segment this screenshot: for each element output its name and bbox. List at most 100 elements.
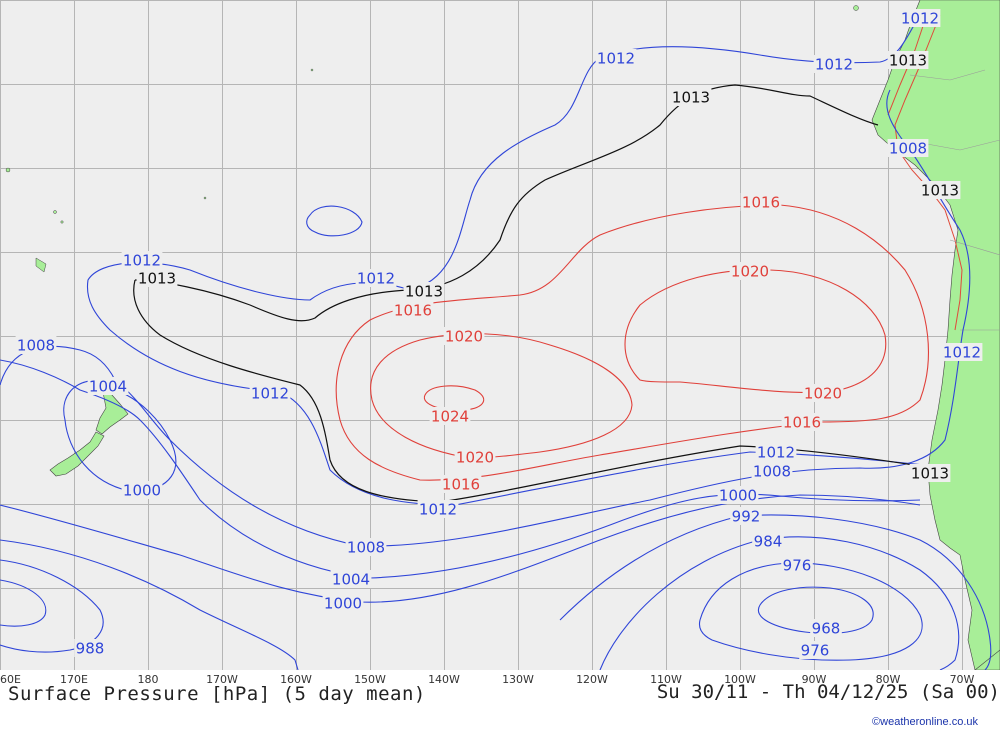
isobar-label-background [345,538,387,556]
isobar-label-low: 1012 [943,344,981,362]
isobar-label-low: 1008 [17,337,55,355]
isobar-label-low: 1008 [889,140,927,158]
lat-lon-grid [0,0,1000,671]
isobar-label-background [813,55,855,73]
isobar-label-ref: 1013 [405,283,443,301]
isobar-label-background [755,443,797,461]
isobar-label-background [909,464,951,482]
isobar-label-background [403,282,445,300]
date-range: Su 30/11 - Th 04/12/25 (Sa 00) [656,681,1000,703]
isobar-label-low: 1008 [347,539,385,557]
isobar-label-low: 1012 [419,501,457,519]
isobars-black [133,84,921,503]
isobar-label-background [429,407,471,425]
isobar-label-background [717,486,759,504]
isobar-label-background [74,639,106,657]
isobar-label-background [751,462,793,480]
isobar-label-high: 1020 [804,385,842,403]
isobar-label-low: 1008 [753,463,791,481]
isobar-label-ref: 1013 [889,52,927,70]
isobar-label-background [729,262,771,280]
isobar-label-background [810,619,842,637]
isobar-label-high: 1020 [731,263,769,281]
isobar-label-low: 988 [76,640,105,658]
longitude-tick: 70W [950,673,975,686]
isobar-label-background [15,336,57,354]
isobar-label-background [887,139,929,157]
isobar-label-background [121,481,163,499]
longitude-tick: 80W [876,673,901,686]
isobar-label-background [595,49,637,67]
isobar-label-ref: 1013 [672,89,710,107]
isobar-label-background [322,594,364,612]
isobar-label-low: 976 [783,557,812,575]
longitude-tick: 60E [0,673,21,686]
isobar-label-background [781,413,823,431]
isobar-label-low: 992 [732,508,761,526]
isobar-label-background [454,448,496,466]
isobar-label-background [443,327,485,345]
isobar-label-low: 1012 [757,444,795,462]
isobar-label-background [392,301,434,319]
isobar-label-background [417,500,459,518]
isobar-label-background [355,269,397,287]
isobar-label-background [802,384,844,402]
longitude-tick: 90W [802,673,827,686]
isobar-label-background [919,181,961,199]
isobar-label-high: 1020 [445,328,483,346]
isobar-label-background [887,51,929,69]
isobar-label-background [87,377,129,395]
credit-link[interactable]: ©weatheronline.co.uk [872,716,978,728]
isobar-label-low: 1012 [815,56,853,74]
longitude-tick: 180 [138,673,159,686]
isobar-label-low: 1012 [123,252,161,270]
isobar-label-high: 1016 [442,476,480,494]
longitude-tick: 110W [650,673,682,686]
isobar-label-low: 1012 [597,50,635,68]
isobar-label-low: 1004 [89,378,127,396]
longitude-tick: 140W [428,673,460,686]
isobar-label-high: 1020 [456,449,494,467]
isobar-label-background [781,556,813,574]
isobar-label-low: 976 [801,642,830,660]
isobar-label-background [670,88,712,106]
isobar-label-background [136,269,178,287]
longitude-tick: 130W [502,673,534,686]
isobar-label-background [249,384,291,402]
longitude-tick: 150W [354,673,386,686]
isobar-label-ref: 1013 [138,270,176,288]
isobar-label-background [740,193,782,211]
isobar-label-ref: 1013 [911,465,949,483]
isobar-label-ref: 1013 [921,182,959,200]
isobar-label-background [730,507,762,525]
isobar-label-low: 1012 [357,270,395,288]
isobar-label-background [121,251,163,269]
isobar-label-background [330,570,372,588]
isobar-label-high: 1016 [783,414,821,432]
isobar-label-high: 1024 [431,408,469,426]
isobar-label-high: 1016 [742,194,780,212]
isobar-label-background [899,9,941,27]
isobar-label-low: 1012 [901,10,939,28]
isobar-label-low: 968 [812,620,841,638]
isobar-label-high: 1016 [394,302,432,320]
isobar-label-background [941,343,983,361]
isobar-label-background [752,532,784,550]
isobar-label-background [440,475,482,493]
longitude-tick: 170W [206,673,238,686]
isobar-label-low: 1000 [719,487,757,505]
isobar-label-low: 984 [754,533,783,551]
longitude-tick: 100W [724,673,756,686]
isobar-label-background [799,641,831,659]
longitude-tick: 160W [280,673,312,686]
chart-title: Surface Pressure [hPa] (5 day mean) [8,683,426,705]
pacific-islands [5,5,859,273]
longitude-tick: 170E [60,673,88,686]
isobar-label-low: 1012 [251,385,289,403]
isobar-label-low: 1000 [123,482,161,500]
isobar-label-low: 1004 [332,571,370,589]
longitude-tick: 120W [576,673,608,686]
longitude-tick-labels: 60E 170E 180 170W 160W 150W 140W 130W 120W 110W 10… [0,673,975,686]
